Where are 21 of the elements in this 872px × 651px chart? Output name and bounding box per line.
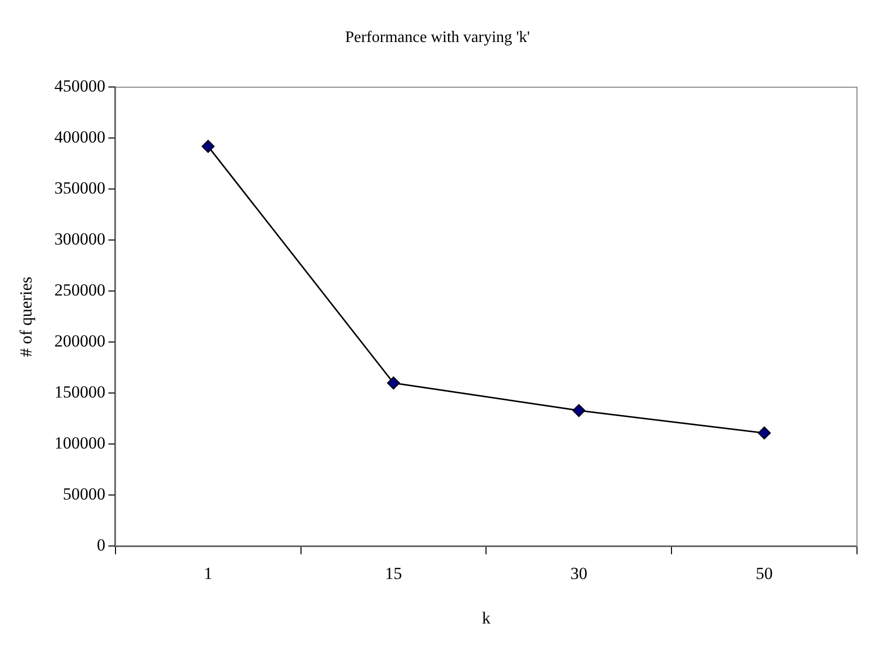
x-tick-label: 15	[385, 564, 402, 583]
point	[202, 140, 215, 153]
x-tick-label: 30	[570, 564, 588, 583]
y-tick-label: 350000	[54, 178, 106, 198]
point	[758, 426, 771, 440]
y-tick-label: 400000	[54, 128, 106, 147]
y-tick-label: 50000	[62, 484, 106, 504]
y-tick-label: 450000	[54, 76, 106, 96]
y-tick-label: 200000	[54, 332, 106, 351]
point	[572, 404, 586, 418]
point	[387, 376, 400, 390]
y-tick-label: 250000	[54, 280, 106, 300]
y-tick-label: 100000	[54, 434, 106, 453]
y-axis-title: # of queries	[16, 276, 36, 357]
y-tick-label: 150000	[54, 382, 106, 402]
y-tick-label: 0	[96, 536, 106, 555]
x-tick-label: 50	[756, 564, 773, 583]
chart-title: Performance with varying 'k'	[345, 28, 530, 46]
x-tick-label: 1	[204, 564, 212, 583]
x-axis-title: k	[482, 608, 491, 628]
y-tick-label: 300000	[54, 230, 106, 249]
